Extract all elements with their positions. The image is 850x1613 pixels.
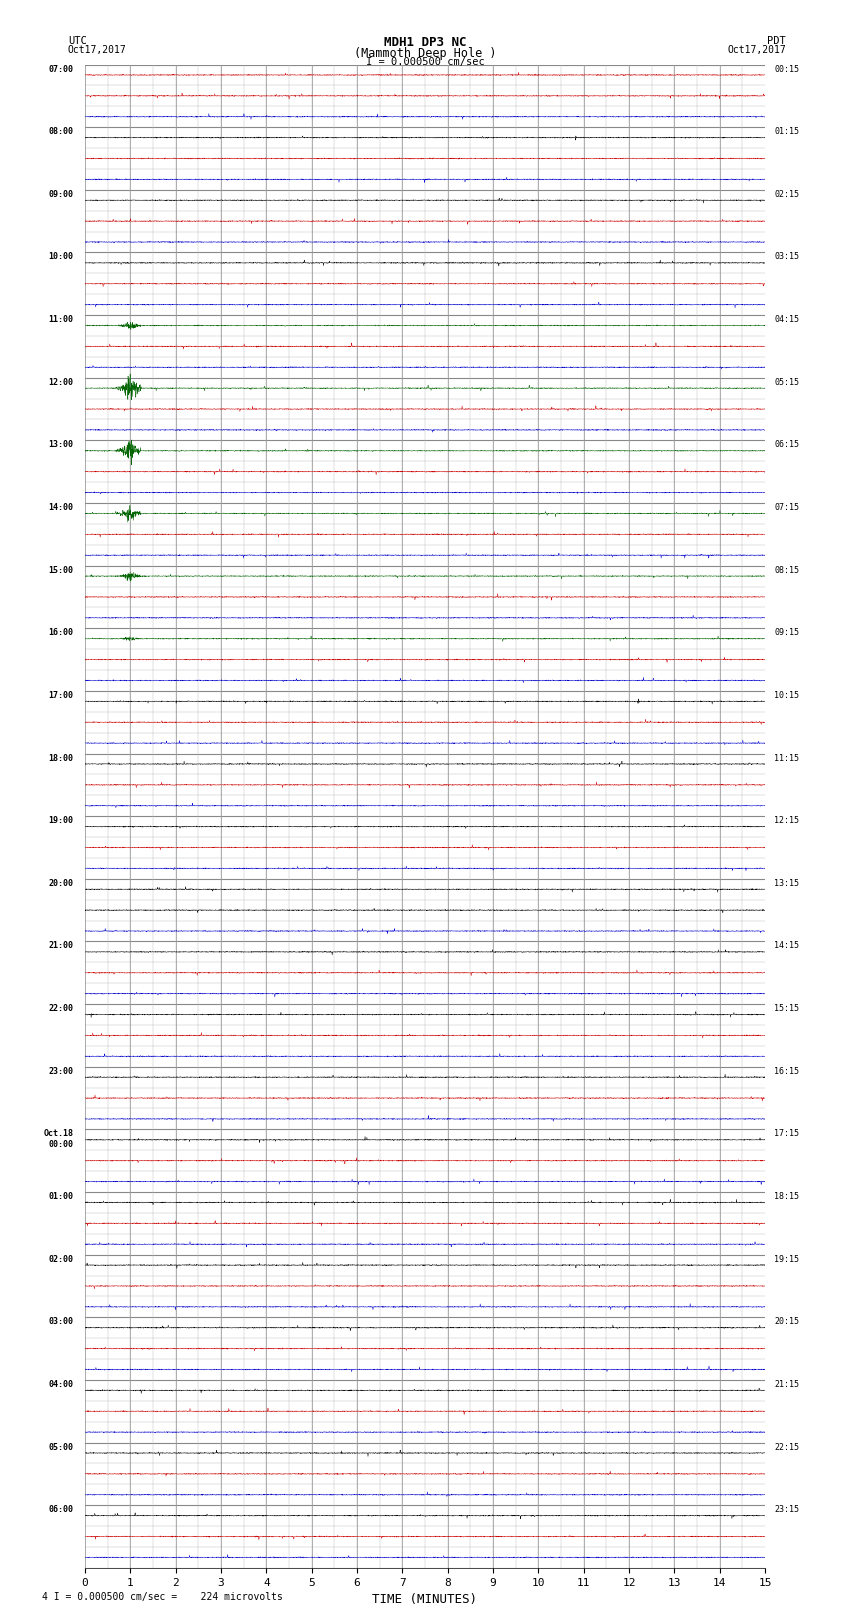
X-axis label: TIME (MINUTES): TIME (MINUTES) — [372, 1594, 478, 1607]
Text: 08:00: 08:00 — [48, 127, 74, 135]
Text: 22:15: 22:15 — [774, 1442, 799, 1452]
Text: (Mammoth Deep Hole ): (Mammoth Deep Hole ) — [354, 47, 496, 60]
Text: 20:00: 20:00 — [48, 879, 74, 887]
Text: 02:00: 02:00 — [48, 1255, 74, 1263]
Text: 09:15: 09:15 — [774, 629, 799, 637]
Text: 01:15: 01:15 — [774, 127, 799, 135]
Text: 18:00: 18:00 — [48, 753, 74, 763]
Text: Oct17,2017: Oct17,2017 — [68, 45, 127, 55]
Text: 03:00: 03:00 — [48, 1318, 74, 1326]
Text: 21:00: 21:00 — [48, 942, 74, 950]
Text: 14:00: 14:00 — [48, 503, 74, 511]
Text: 08:15: 08:15 — [774, 566, 799, 574]
Text: 16:15: 16:15 — [774, 1066, 799, 1076]
Text: I = 0.000500 cm/sec: I = 0.000500 cm/sec — [366, 58, 484, 68]
Text: 16:00: 16:00 — [48, 629, 74, 637]
Text: 04:00: 04:00 — [48, 1379, 74, 1389]
Text: 12:00: 12:00 — [48, 377, 74, 387]
Text: 11:00: 11:00 — [48, 315, 74, 324]
Text: 05:00: 05:00 — [48, 1442, 74, 1452]
Text: 13:15: 13:15 — [774, 879, 799, 887]
Text: 4 I = 0.000500 cm/sec =    224 microvolts: 4 I = 0.000500 cm/sec = 224 microvolts — [42, 1592, 283, 1602]
Text: 17:15: 17:15 — [774, 1129, 799, 1139]
Text: 14:15: 14:15 — [774, 942, 799, 950]
Text: 15:15: 15:15 — [774, 1003, 799, 1013]
Text: Oct.18
00:00: Oct.18 00:00 — [43, 1129, 74, 1148]
Text: 07:00: 07:00 — [48, 65, 74, 74]
Text: 04:15: 04:15 — [774, 315, 799, 324]
Text: 22:00: 22:00 — [48, 1003, 74, 1013]
Text: 23:15: 23:15 — [774, 1505, 799, 1515]
Text: 11:15: 11:15 — [774, 753, 799, 763]
Text: UTC: UTC — [68, 37, 87, 47]
Text: 01:00: 01:00 — [48, 1192, 74, 1202]
Text: 10:00: 10:00 — [48, 253, 74, 261]
Text: 13:00: 13:00 — [48, 440, 74, 450]
Text: PDT: PDT — [768, 37, 786, 47]
Text: Oct17,2017: Oct17,2017 — [728, 45, 786, 55]
Text: 05:15: 05:15 — [774, 377, 799, 387]
Text: 20:15: 20:15 — [774, 1318, 799, 1326]
Text: 23:00: 23:00 — [48, 1066, 74, 1076]
Text: 00:15: 00:15 — [774, 65, 799, 74]
Text: 18:15: 18:15 — [774, 1192, 799, 1202]
Text: 02:15: 02:15 — [774, 190, 799, 198]
Text: 07:15: 07:15 — [774, 503, 799, 511]
Text: 06:00: 06:00 — [48, 1505, 74, 1515]
Text: 19:15: 19:15 — [774, 1255, 799, 1263]
Text: 09:00: 09:00 — [48, 190, 74, 198]
Text: 03:15: 03:15 — [774, 253, 799, 261]
Text: 06:15: 06:15 — [774, 440, 799, 450]
Text: 21:15: 21:15 — [774, 1379, 799, 1389]
Text: 10:15: 10:15 — [774, 690, 799, 700]
Text: 17:00: 17:00 — [48, 690, 74, 700]
Text: MDH1 DP3 NC: MDH1 DP3 NC — [383, 37, 467, 50]
Text: 12:15: 12:15 — [774, 816, 799, 826]
Text: 15:00: 15:00 — [48, 566, 74, 574]
Text: 19:00: 19:00 — [48, 816, 74, 826]
